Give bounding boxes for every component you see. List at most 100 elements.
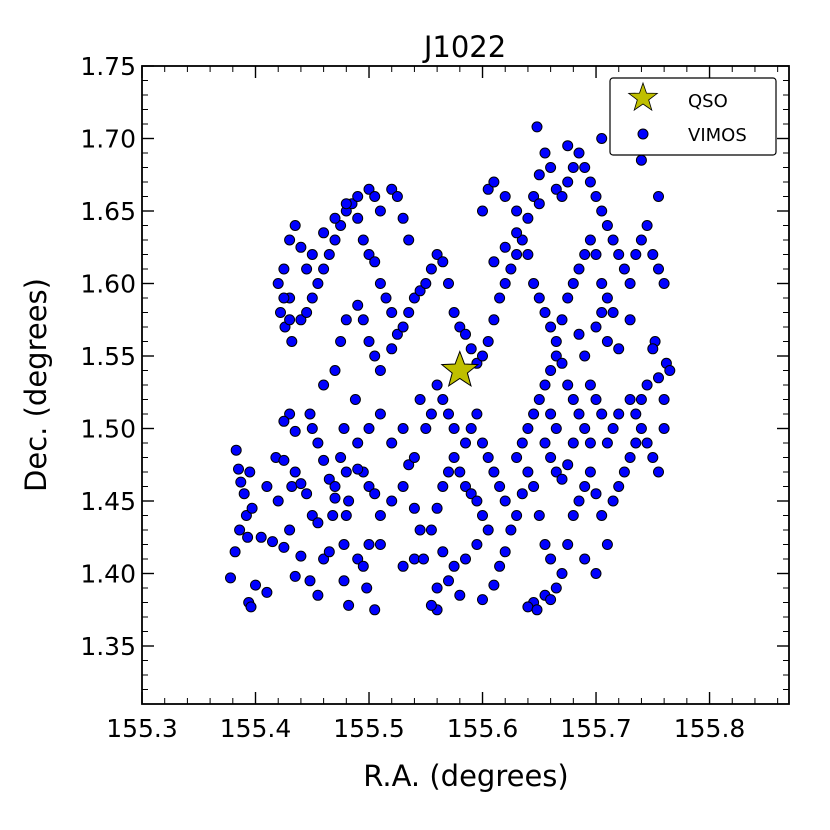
vimos-point (471, 408, 483, 420)
vimos-point (556, 191, 568, 202)
vimos-point (647, 249, 659, 260)
vimos-point (420, 423, 432, 434)
vimos-point (460, 481, 471, 492)
vimos-point (482, 524, 494, 536)
vimos-point (306, 292, 318, 304)
vimos-point (584, 379, 596, 391)
vimos-point (246, 502, 258, 514)
vimos-point (539, 539, 551, 550)
vimos-point (641, 437, 653, 449)
vimos-point (596, 278, 608, 289)
vimos-point (272, 495, 284, 507)
vimos-point (658, 278, 670, 289)
vimos-point (229, 546, 241, 558)
vimos-point (545, 452, 557, 463)
vimos-point (408, 292, 420, 304)
vimos-point (601, 292, 613, 304)
vimos-point (584, 437, 596, 449)
vimos-point (437, 256, 449, 268)
vimos-point (431, 379, 443, 391)
vimos-point (573, 147, 585, 159)
vimos-point (584, 234, 596, 246)
vimos-point (613, 343, 625, 355)
vimos-point (579, 162, 591, 173)
vimos-point (352, 212, 364, 224)
vimos-point (613, 481, 625, 492)
vimos-point (533, 510, 545, 521)
vimos-point (443, 278, 454, 289)
vimos-point (244, 466, 256, 478)
vimos-point (329, 492, 341, 504)
y-tick-label: 1.75 (80, 52, 136, 81)
vimos-point (284, 408, 296, 420)
vimos-point (573, 495, 585, 507)
vimos-point (590, 249, 602, 260)
vimos-point (374, 278, 386, 289)
vimos-point (584, 176, 596, 188)
vimos-point (318, 263, 330, 275)
vimos-point (522, 423, 534, 434)
vimos-point (579, 481, 591, 492)
vimos-point (361, 582, 373, 594)
vimos-point (624, 278, 636, 289)
vimos-point (403, 234, 415, 246)
vimos-point (567, 510, 579, 521)
vimos-point (494, 481, 506, 492)
vimos-point (601, 437, 613, 449)
vimos-point (448, 423, 460, 434)
vimos-point (550, 582, 562, 594)
vimos-point (499, 278, 511, 289)
vimos-point (601, 539, 613, 550)
vimos-point (369, 488, 381, 500)
vimos-point (658, 394, 670, 405)
vimos-point (386, 495, 398, 507)
vimos-point (550, 466, 562, 478)
x-tick-label: 155.6 (447, 714, 519, 743)
vimos-point (318, 227, 330, 239)
vimos-point (437, 394, 449, 405)
vimos-point (624, 394, 636, 405)
vimos-point (414, 285, 426, 297)
vimos-point (653, 191, 664, 202)
vimos-point (653, 372, 664, 384)
vimos-point (511, 227, 523, 239)
vimos-point (613, 249, 625, 260)
vimos-point (556, 473, 568, 485)
vimos-point (443, 575, 454, 587)
vimos-point (323, 546, 335, 558)
x-tick-label: 155.7 (560, 714, 632, 743)
qso-star-point (440, 350, 480, 388)
vimos-point (465, 488, 477, 500)
vimos-point (471, 539, 483, 550)
vimos-point (369, 604, 381, 616)
vimos-point (545, 408, 557, 420)
vimos-point (304, 575, 316, 587)
vimos-point (363, 336, 375, 347)
vimos-point (454, 321, 466, 333)
vimos-point (286, 336, 298, 347)
vimos-point (567, 162, 579, 173)
vimos-point (374, 205, 386, 217)
vimos-point (562, 539, 574, 550)
vimos-point (545, 162, 557, 173)
vimos-point (357, 314, 369, 326)
vimos-point (448, 307, 460, 318)
vimos-point (306, 249, 318, 260)
x-tick-label: 155.3 (106, 714, 178, 743)
vimos-point (312, 437, 324, 449)
vimos-point (562, 459, 574, 471)
vimos-point (386, 437, 398, 449)
vimos-point (635, 394, 647, 405)
vimos-point (363, 539, 375, 550)
vimos-point (567, 278, 579, 289)
vimos-point (284, 314, 296, 326)
vimos-point (607, 423, 619, 434)
vimos-point (562, 176, 574, 188)
vimos-point (301, 263, 313, 275)
vimos-point (630, 249, 642, 260)
y-tick-label: 1.40 (80, 560, 136, 589)
vimos-point (562, 140, 574, 152)
vimos-point (295, 241, 307, 253)
vimos-point (454, 466, 466, 478)
vimos-point (363, 183, 375, 195)
